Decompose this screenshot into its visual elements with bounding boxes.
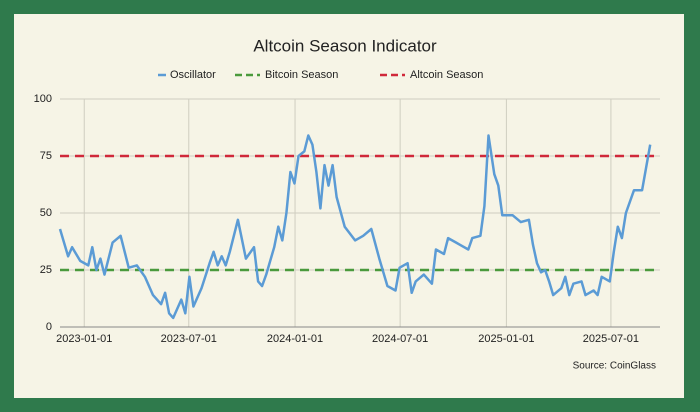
x-tick-label: 2025-07-01 [583,333,639,345]
x-tick-label: 2024-07-01 [372,333,428,345]
x-tick-label: 2024-01-01 [267,333,323,345]
chart-background [14,14,684,398]
y-tick-label: 75 [40,150,52,162]
y-tick-label: 0 [46,321,52,333]
y-tick-label: 50 [40,207,52,219]
x-tick-label: 2023-01-01 [56,333,112,345]
legend-label: Bitcoin Season [265,69,338,81]
x-tick-label: 2025-01-01 [478,333,534,345]
chart-title: Altcoin Season Indicator [253,36,437,55]
legend-label: Altcoin Season [410,69,483,81]
source: Source: CoinGlass [573,361,656,372]
line [58,134,652,320]
legend-label: Oscillator [170,69,216,81]
y-tick-label: 25 [40,264,52,276]
y-tick-label: 100 [34,93,52,105]
x-tick-label: 2023-07-01 [161,333,217,345]
